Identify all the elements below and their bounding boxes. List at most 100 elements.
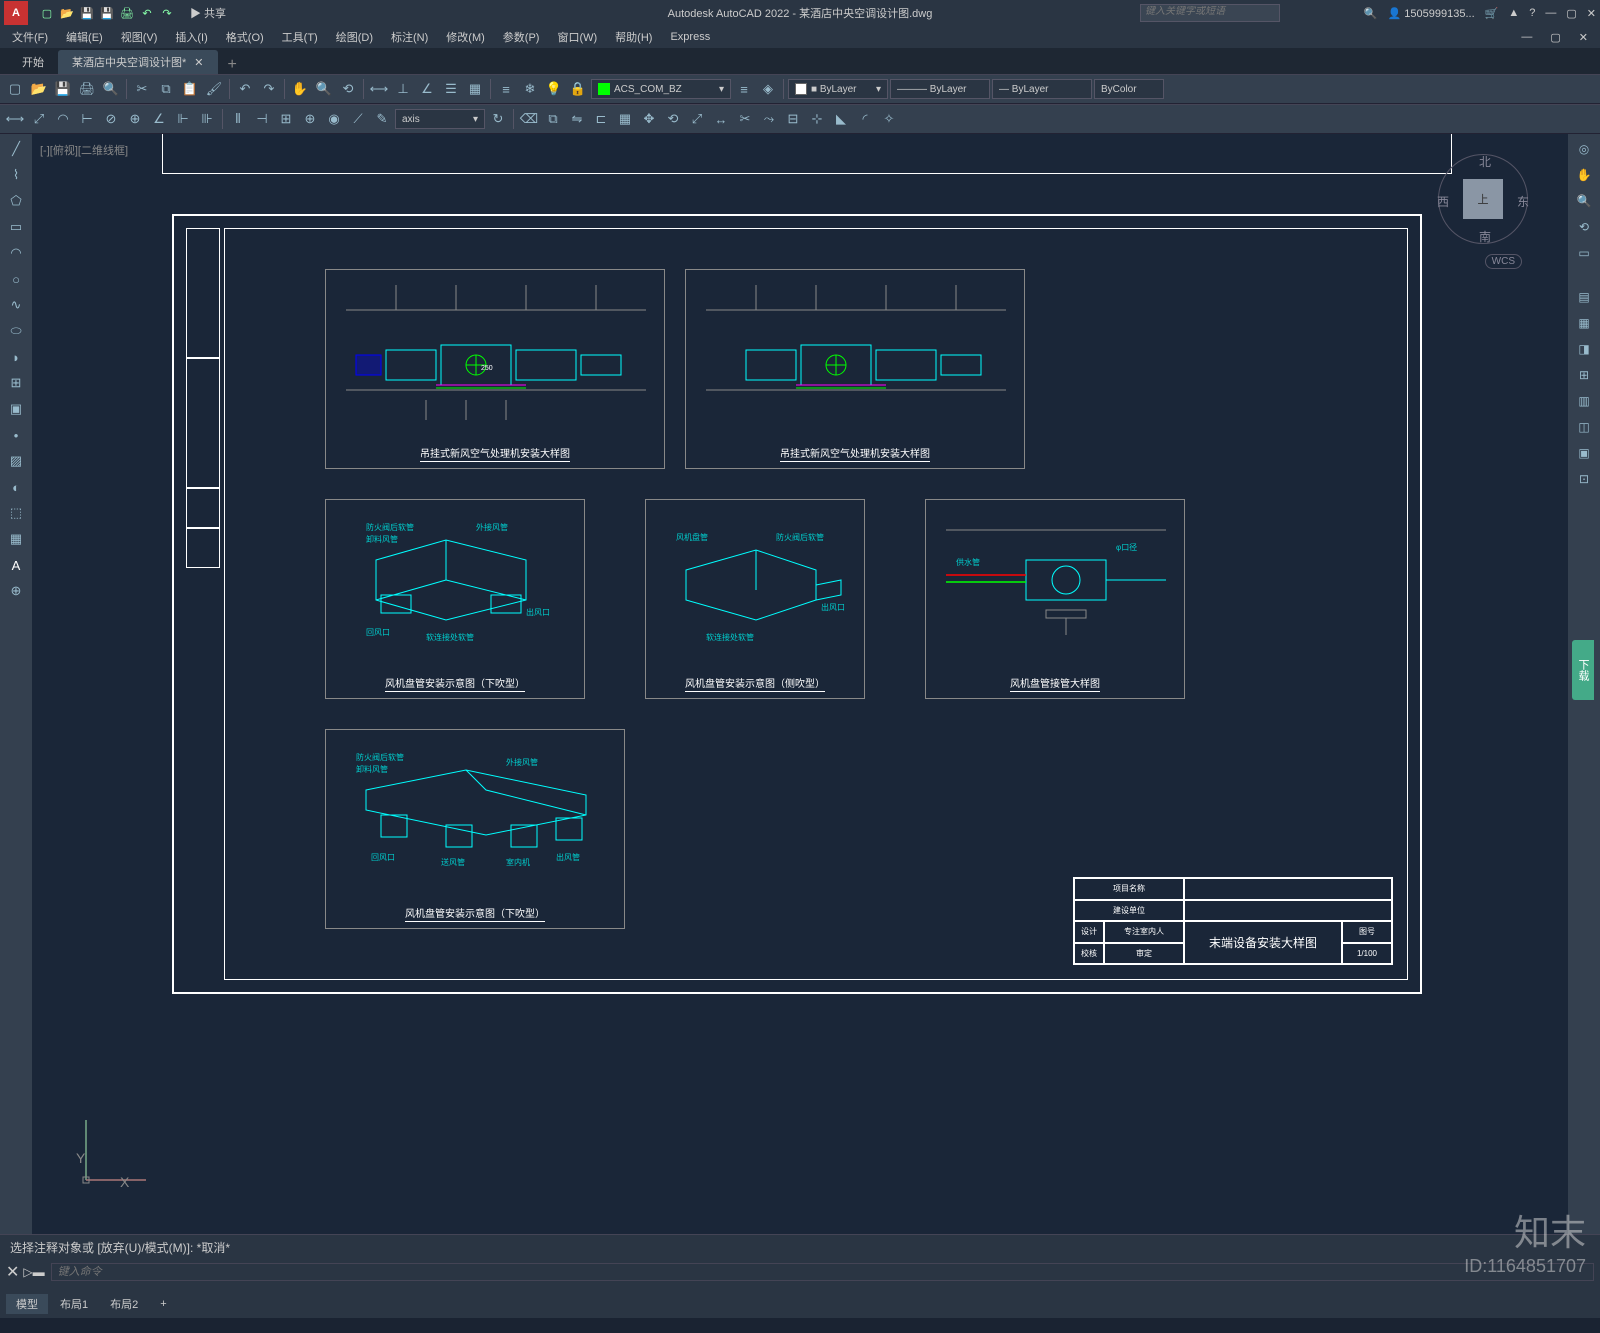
dim-dia-icon[interactable]: ⊕ bbox=[124, 108, 146, 130]
tab-start[interactable]: 开始 bbox=[8, 50, 58, 74]
dimstyle-dropdown[interactable]: axis▾ bbox=[395, 109, 485, 129]
m-trim-icon[interactable]: ✂ bbox=[734, 108, 756, 130]
wcs-badge[interactable]: WCS bbox=[1485, 254, 1522, 269]
tab-drawing[interactable]: 某酒店中央空调设计图* ✕ bbox=[58, 50, 218, 74]
nav-show-icon[interactable]: ▭ bbox=[1571, 242, 1597, 264]
tb-undo-icon[interactable]: ↶ bbox=[234, 78, 256, 100]
menu-view[interactable]: 视图(V) bbox=[113, 27, 166, 47]
menu-close-icon[interactable]: ✕ bbox=[1571, 29, 1596, 46]
layer-iso-icon[interactable]: ◈ bbox=[757, 78, 779, 100]
m-move-icon[interactable]: ✥ bbox=[638, 108, 660, 130]
layer-dropdown[interactable]: ACS_COM_BZ▾ bbox=[591, 79, 731, 99]
layout1-tab[interactable]: 布局1 bbox=[50, 1294, 98, 1314]
spline-icon[interactable]: ∿ bbox=[3, 294, 29, 316]
cart-icon[interactable]: 🛒 bbox=[1485, 7, 1499, 20]
tb-save-icon[interactable]: 💾 bbox=[52, 78, 74, 100]
cmd-close-icon[interactable]: ✕ bbox=[6, 1262, 19, 1282]
menu-edit[interactable]: 编辑(E) bbox=[58, 27, 111, 47]
point-icon[interactable]: • bbox=[3, 424, 29, 446]
line-icon[interactable]: ╱ bbox=[3, 138, 29, 160]
dim-ang-icon[interactable]: ∠ bbox=[148, 108, 170, 130]
tb-dim2-icon[interactable]: ⊥ bbox=[392, 78, 414, 100]
download-button[interactable]: 下载 bbox=[1572, 640, 1594, 700]
qat-saveas-icon[interactable]: 💾 bbox=[98, 4, 116, 22]
layer-on-icon[interactable]: 💡 bbox=[543, 78, 565, 100]
menu-tools[interactable]: 工具(T) bbox=[274, 27, 326, 47]
tol-icon[interactable]: ⊞ bbox=[275, 108, 297, 130]
tb-cut-icon[interactable]: ✂ bbox=[131, 78, 153, 100]
menu-modify[interactable]: 修改(M) bbox=[438, 27, 493, 47]
rt-7-icon[interactable]: ▣ bbox=[1571, 442, 1597, 464]
dimupd-icon[interactable]: ↻ bbox=[487, 108, 509, 130]
tb-props-icon[interactable]: ☰ bbox=[440, 78, 462, 100]
rt-4-icon[interactable]: ⊞ bbox=[1571, 364, 1597, 386]
nav-zoom-icon[interactable]: 🔍 bbox=[1571, 190, 1597, 212]
viewport-controls[interactable]: [-][俯视][二维线框] bbox=[40, 142, 128, 158]
share-button[interactable]: ▶ 共享 bbox=[190, 5, 226, 21]
lineweight-dropdown[interactable]: — ByLayer bbox=[992, 79, 1092, 99]
m-array-icon[interactable]: ▦ bbox=[614, 108, 636, 130]
tb-copy-icon[interactable]: ⧉ bbox=[155, 78, 177, 100]
menu-param[interactable]: 参数(P) bbox=[495, 27, 548, 47]
m-rotate-icon[interactable]: ⟲ bbox=[662, 108, 684, 130]
gradient-icon[interactable]: ◐ bbox=[3, 476, 29, 498]
viewcube-n[interactable]: 北 bbox=[1479, 153, 1491, 170]
dim-space-icon[interactable]: ⫴ bbox=[227, 108, 249, 130]
dim-ord-icon[interactable]: ⊢ bbox=[76, 108, 98, 130]
help-icon[interactable]: ? bbox=[1529, 7, 1535, 19]
menu-min-icon[interactable]: — bbox=[1513, 29, 1540, 45]
viewcube-e[interactable]: 东 bbox=[1517, 193, 1529, 210]
tb-match-icon[interactable]: 🖌 bbox=[203, 78, 225, 100]
qat-open-icon[interactable]: 📂 bbox=[58, 4, 76, 22]
m-break-icon[interactable]: ⊟ bbox=[782, 108, 804, 130]
edit-icon[interactable]: ✎ bbox=[371, 108, 393, 130]
m-join-icon[interactable]: ⊹ bbox=[806, 108, 828, 130]
menu-file[interactable]: 文件(F) bbox=[4, 27, 56, 47]
minimize-icon[interactable]: — bbox=[1545, 7, 1556, 19]
m-explode-icon[interactable]: ✧ bbox=[878, 108, 900, 130]
rt-1-icon[interactable]: ▤ bbox=[1571, 286, 1597, 308]
rt-5-icon[interactable]: ▥ bbox=[1571, 390, 1597, 412]
cen-icon[interactable]: ⊕ bbox=[299, 108, 321, 130]
layout-add-icon[interactable]: + bbox=[150, 1296, 176, 1312]
mtext-icon[interactable]: A bbox=[3, 554, 29, 576]
insert-icon[interactable]: ⊞ bbox=[3, 372, 29, 394]
color-dropdown[interactable]: ■ ByLayer▾ bbox=[788, 79, 888, 99]
table-icon[interactable]: ▦ bbox=[3, 528, 29, 550]
viewcube-s[interactable]: 南 bbox=[1479, 228, 1491, 245]
rt-3-icon[interactable]: ◨ bbox=[1571, 338, 1597, 360]
help-search[interactable] bbox=[1140, 4, 1280, 22]
dim-lin-icon[interactable]: ⟷ bbox=[4, 108, 26, 130]
linetype-dropdown[interactable]: ——— ByLayer bbox=[890, 79, 990, 99]
menu-insert[interactable]: 插入(I) bbox=[167, 27, 215, 47]
menu-express[interactable]: Express bbox=[662, 29, 718, 45]
m-stretch-icon[interactable]: ↔ bbox=[710, 108, 732, 130]
tb-redo-icon[interactable]: ↷ bbox=[258, 78, 280, 100]
block-icon[interactable]: ▣ bbox=[3, 398, 29, 420]
region-icon[interactable]: ⬚ bbox=[3, 502, 29, 524]
m-offset-icon[interactable]: ⊏ bbox=[590, 108, 612, 130]
menu-help[interactable]: 帮助(H) bbox=[607, 27, 660, 47]
dim-ali-icon[interactable]: ⤢ bbox=[28, 108, 50, 130]
layer-lock-icon[interactable]: 🔒 bbox=[567, 78, 589, 100]
tab-close-icon[interactable]: ✕ bbox=[194, 56, 203, 69]
ellarc-icon[interactable]: ◗ bbox=[3, 346, 29, 368]
layer-freeze-icon[interactable]: ❄ bbox=[519, 78, 541, 100]
tb-pan-icon[interactable]: ✋ bbox=[289, 78, 311, 100]
qat-plot-icon[interactable]: 🖨 bbox=[118, 4, 136, 22]
m-copy-icon[interactable]: ⧉ bbox=[542, 108, 564, 130]
m-scale-icon[interactable]: ⤢ bbox=[686, 108, 708, 130]
menu-dim[interactable]: 标注(N) bbox=[383, 27, 436, 47]
tb-dim1-icon[interactable]: ⟷ bbox=[368, 78, 390, 100]
viewcube-w[interactable]: 西 bbox=[1437, 193, 1449, 210]
m-erase-icon[interactable]: ⌫ bbox=[518, 108, 540, 130]
maximize-icon[interactable]: ▢ bbox=[1566, 7, 1576, 20]
help-search-input[interactable] bbox=[1141, 6, 1279, 17]
nav-wheel-icon[interactable]: ◎ bbox=[1571, 138, 1597, 160]
rt-2-icon[interactable]: ▦ bbox=[1571, 312, 1597, 334]
nav-pan-icon[interactable]: ✋ bbox=[1571, 164, 1597, 186]
ellipse-icon[interactable]: ⬭ bbox=[3, 320, 29, 342]
circle-icon[interactable]: ○ bbox=[3, 268, 29, 290]
qat-undo-icon[interactable]: ↶ bbox=[138, 4, 156, 22]
menu-format[interactable]: 格式(O) bbox=[218, 27, 272, 47]
